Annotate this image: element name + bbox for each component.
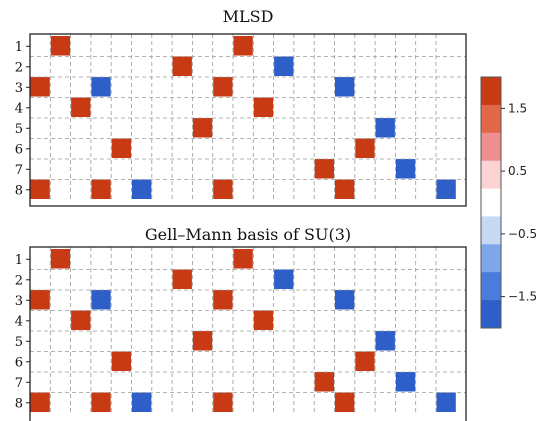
row-label: 7 (15, 376, 23, 391)
heatmap-cell (395, 372, 416, 392)
heatmap-cell (314, 159, 334, 179)
heatmap-cell (375, 118, 395, 138)
heatmap-cell (335, 392, 355, 412)
heatmap-cell (30, 290, 50, 310)
row-label: 5 (15, 122, 23, 137)
row-label: 3 (15, 294, 23, 309)
heatmap-cell (91, 290, 111, 310)
colorbar-band (481, 244, 501, 273)
colorbar-band (481, 132, 501, 161)
heatmap-cell (274, 269, 294, 289)
heatmap-cell (213, 179, 233, 199)
heatmap-cell (91, 392, 111, 412)
heatmap-panel-mlsd: MLSD 1 2 3 4 5 6 7 8 (15, 7, 467, 207)
row-label: 4 (15, 101, 23, 116)
colorbar-band (481, 188, 501, 217)
heatmap-cell (335, 179, 355, 199)
heatmap-cell (30, 179, 50, 199)
heatmap-cell (213, 392, 233, 412)
heatmap-cell (233, 249, 253, 269)
heatmap-cell (192, 118, 213, 138)
colorbar-tick-label: 1.5 (508, 101, 527, 115)
row-label: 3 (15, 81, 23, 96)
row-label: 2 (15, 273, 23, 288)
colorbar-band (481, 272, 501, 301)
heatmap-cell (355, 351, 375, 371)
colorbar-band (481, 104, 501, 134)
heatmap-cell (91, 179, 111, 199)
heatmap-cell (213, 290, 233, 310)
row-label: 7 (15, 163, 23, 178)
heatmap-cell (30, 77, 50, 97)
colorbar-band (481, 216, 501, 245)
heatmap-cell (253, 310, 274, 330)
chart-title-gell-mann: Gell–Mann basis of SU(3) (145, 225, 351, 244)
colorbar: 1.5 0.5 −0.5 −1.5 (480, 76, 537, 329)
row-label: 1 (15, 40, 23, 55)
heatmap-cell (132, 392, 152, 412)
heatmap-cell (50, 249, 71, 269)
colorbar-band (481, 300, 501, 329)
heatmap-cell (395, 159, 416, 179)
row-label: 6 (15, 355, 23, 370)
heatmap-cell (172, 56, 192, 76)
heatmap-cell (335, 290, 355, 310)
row-label: 8 (15, 183, 23, 198)
row-label: 8 (15, 396, 23, 411)
colorbar-band (481, 160, 501, 189)
heatmap-cell (132, 179, 152, 199)
row-label: 2 (15, 60, 23, 75)
heatmap-cell (253, 97, 274, 117)
heatmap-cell (314, 372, 334, 392)
heatmap-cell (192, 331, 213, 351)
heatmap-cell (355, 138, 375, 158)
row-label: 5 (15, 335, 23, 350)
plot-frame-mlsd (29, 33, 467, 207)
colorbar-frame (480, 76, 502, 329)
row-label: 6 (15, 142, 23, 157)
heatmap-cell (436, 392, 456, 412)
heatmap-cell (30, 392, 50, 412)
heatmap-cell (71, 97, 91, 117)
heatmap-cell (375, 331, 395, 351)
heatmap-panel-gell-mann: Gell–Mann basis of SU(3) 1 2 3 4 5 6 7 8 (15, 225, 467, 421)
heatmap-cell (91, 77, 111, 97)
heatmap-cell (50, 36, 71, 56)
row-label: 1 (15, 253, 23, 268)
colorbar-tick-label: −1.5 (508, 290, 537, 304)
chart-title-mlsd: MLSD (223, 7, 274, 26)
heatmap-cell (111, 351, 131, 371)
heatmap-cell (172, 269, 192, 289)
heatmap-cell (213, 77, 233, 97)
plot-frame-gell-mann (29, 246, 467, 421)
colorbar-tick-label: 0.5 (508, 164, 527, 178)
heatmap-cell (233, 36, 253, 56)
colorbar-tick-label: −0.5 (508, 227, 537, 241)
heatmap-cell (335, 77, 355, 97)
heatmap-cell (274, 56, 294, 76)
heatmap-cell (71, 310, 91, 330)
colorbar-band (481, 77, 501, 106)
heatmap-cell (436, 179, 456, 199)
heatmap-cell (111, 138, 131, 158)
row-label: 4 (15, 314, 23, 329)
